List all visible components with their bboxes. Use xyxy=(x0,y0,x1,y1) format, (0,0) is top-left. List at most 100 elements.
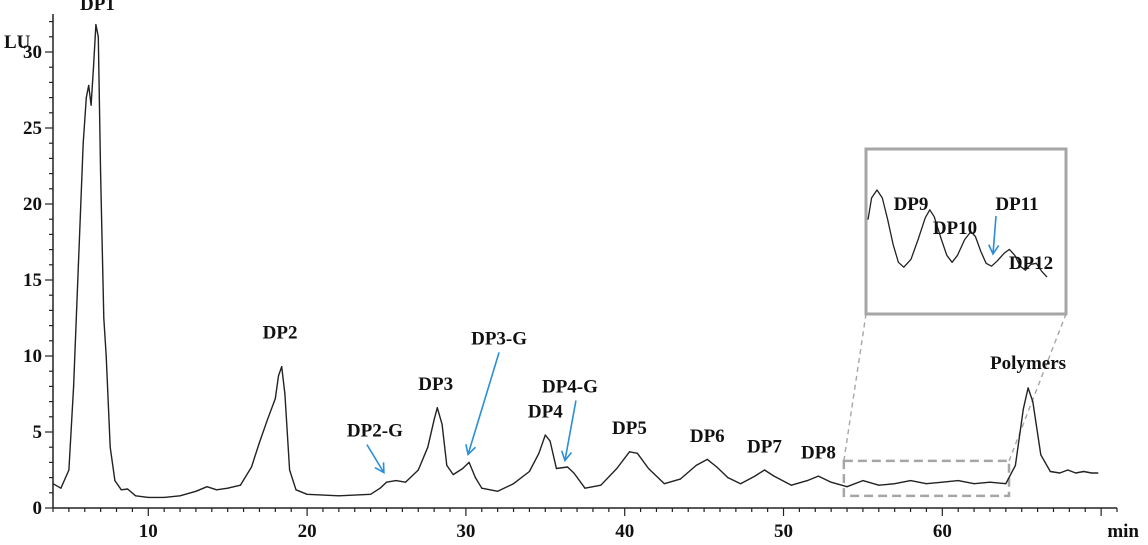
trace-point xyxy=(250,466,253,468)
peak-label-text: DP4-G xyxy=(542,376,598,397)
peak-label-text: DP4 xyxy=(528,401,563,422)
trace-point xyxy=(134,495,137,497)
trace-point xyxy=(195,490,197,492)
trace-point xyxy=(538,452,540,454)
trace-point xyxy=(1097,472,1099,474)
zoom-connector-right xyxy=(1008,313,1067,462)
peak-label-dp4-g: DP4-G xyxy=(542,376,598,463)
trace-point xyxy=(695,464,697,467)
y-tick-label: 0 xyxy=(33,498,43,519)
trace-point xyxy=(284,393,286,395)
x-tick-label: 20 xyxy=(298,521,317,542)
peak-label-text: DP3-G xyxy=(471,328,527,349)
trace-point xyxy=(1075,472,1077,474)
peak-label-dp5: DP5 xyxy=(612,418,647,439)
trace-layer xyxy=(52,23,1099,499)
y-axis-unit: LU xyxy=(4,32,31,53)
trace-point xyxy=(239,484,241,486)
trace-point xyxy=(941,481,943,483)
y-tick-label: 15 xyxy=(23,270,42,291)
trace-point xyxy=(60,487,62,489)
trace-point xyxy=(817,475,820,477)
trace-point xyxy=(973,483,975,485)
trace-point xyxy=(395,480,397,482)
trace-point xyxy=(600,484,602,486)
trace-point xyxy=(295,489,297,491)
trace-point xyxy=(206,486,208,488)
trace-point xyxy=(452,473,454,476)
peak-label-text: DP1 xyxy=(80,0,115,15)
peak-label-dp3-g: DP3-G xyxy=(465,328,527,456)
peak-label-dp2-g: DP2-G xyxy=(347,421,403,475)
trace-point xyxy=(147,496,149,498)
trace-point xyxy=(92,66,95,68)
peak-label-dp8: DP8 xyxy=(801,442,836,463)
y-tick-label: 20 xyxy=(23,194,42,215)
trace-point xyxy=(706,458,708,460)
peak-labels: DP1 DP2 DP2-G DP3 DP3-G DP4 DP4-G DP5 DP6 DP7 DP8 P… xyxy=(80,0,1066,475)
trace-point xyxy=(289,469,291,471)
trace-point xyxy=(446,464,448,467)
y-tick-label: 30 xyxy=(23,42,42,63)
trace-point xyxy=(544,434,546,436)
inset-label-dp11: DP11 xyxy=(995,194,1038,215)
trace-point xyxy=(433,419,435,421)
trace-point xyxy=(1059,472,1061,474)
peak-label-dp2: DP2 xyxy=(263,322,298,343)
peak-label-dp3: DP3 xyxy=(418,374,453,395)
peak-label-text: DP2 xyxy=(263,322,298,343)
trace-point xyxy=(566,466,569,468)
peak-arrow xyxy=(465,352,500,456)
trace-point xyxy=(1067,469,1069,471)
inset-frame xyxy=(864,147,1068,316)
trace-point xyxy=(258,442,261,444)
trace-point xyxy=(306,493,308,495)
inset-label-dp10: DP10 xyxy=(933,218,977,239)
trace-point xyxy=(628,451,631,453)
trace-point xyxy=(957,480,959,482)
trace-point xyxy=(894,483,896,485)
trace-point xyxy=(179,495,181,497)
peak-label-dp7: DP7 xyxy=(747,436,782,457)
peak-label-text: DP7 xyxy=(747,436,782,457)
trace-point xyxy=(1049,470,1051,473)
trace-point xyxy=(163,496,165,498)
trace-point xyxy=(790,484,793,486)
trace-point xyxy=(85,97,87,99)
trace-point xyxy=(105,355,107,357)
trace-point xyxy=(385,481,388,483)
trace-point xyxy=(227,487,229,489)
trace-point xyxy=(379,487,381,489)
trace-point xyxy=(462,467,464,470)
trace-point xyxy=(82,142,84,144)
trace-point xyxy=(512,483,515,485)
zoom-box xyxy=(842,459,1011,498)
trace-point xyxy=(647,467,650,470)
trace-point xyxy=(266,419,268,421)
trace-point xyxy=(427,446,429,448)
trace-point xyxy=(97,36,99,38)
peak-label-text: DP6 xyxy=(690,426,725,447)
trace-point xyxy=(679,478,681,480)
trace-point xyxy=(274,397,276,400)
trace-point xyxy=(73,385,75,387)
trace-point xyxy=(1032,401,1034,403)
trace-point xyxy=(846,486,848,488)
trace-point xyxy=(1022,408,1024,410)
peak-label-dp1: DP1 xyxy=(80,0,115,15)
trace-point xyxy=(100,173,102,175)
trace-point xyxy=(497,490,499,492)
trace-point xyxy=(616,467,618,470)
trace-point xyxy=(1027,387,1029,389)
inset-label-dp9: DP9 xyxy=(894,194,929,215)
trace-point xyxy=(441,423,443,425)
trace-point xyxy=(88,84,90,87)
trace-point xyxy=(740,483,742,485)
peak-arrow xyxy=(560,400,577,463)
trace-point xyxy=(573,472,575,474)
trace-point xyxy=(584,487,586,489)
trace-point xyxy=(549,440,551,442)
peak-arrow xyxy=(366,444,385,475)
x-tick-label: 50 xyxy=(774,521,793,542)
